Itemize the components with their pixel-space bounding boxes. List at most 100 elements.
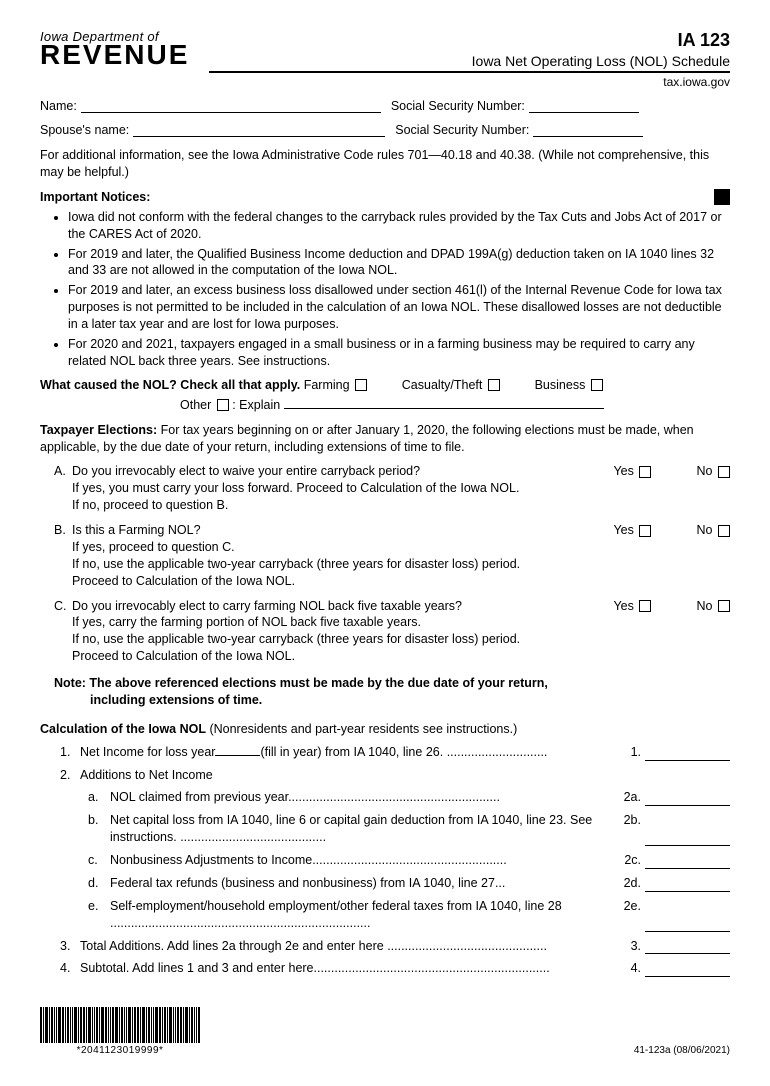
name-input[interactable] — [81, 112, 381, 113]
logo: Iowa Department of REVENUE — [40, 30, 189, 69]
qc-line3: Proceed to Calculation of the Iowa NOL. — [54, 648, 730, 665]
cause-row: What caused the NOL? Check all that appl… — [40, 378, 730, 392]
farming-checkbox[interactable] — [355, 379, 367, 391]
calc-1-input[interactable] — [645, 744, 730, 761]
qb-yes-checkbox[interactable] — [639, 525, 651, 537]
form-reference: 41-123a (08/06/2021) — [634, 1045, 730, 1056]
cause-casualty-label: Casualty/Theft — [402, 378, 483, 392]
explain-input[interactable] — [284, 408, 604, 409]
calc-2a-input[interactable] — [645, 789, 730, 806]
notice-item: Iowa did not conform with the federal ch… — [68, 209, 730, 243]
calc-4-input[interactable] — [645, 960, 730, 977]
calc-2d-label: 2d. — [620, 875, 641, 892]
calc-line-2a: a. NOL claimed from previous year.......… — [40, 789, 730, 806]
spouse-field: Spouse's name: — [40, 123, 385, 137]
qa-line2: If no, proceed to question B. — [54, 497, 730, 514]
qa-yes-checkbox[interactable] — [639, 466, 651, 478]
qc-text: Do you irrevocably elect to carry farmin… — [72, 598, 613, 615]
ssn-label: Social Security Number: — [391, 99, 525, 113]
question-b: B. Is this a Farming NOL? Yes No If yes,… — [40, 522, 730, 590]
calc-line-2b: b. Net capital loss from IA 1040, line 6… — [40, 812, 730, 846]
calc-2c-input[interactable] — [645, 852, 730, 869]
form-code: IA 123 — [209, 30, 730, 51]
calc-2b-input[interactable] — [645, 812, 730, 846]
calc-1-post: (fill in year) from IA 1040, line 26. — [260, 745, 443, 759]
ssn-field: Social Security Number: — [391, 99, 639, 113]
spouse-ssn-field: Social Security Number: — [395, 123, 643, 137]
calc-line-2d: d. Federal tax refunds (business and non… — [40, 875, 730, 892]
calc-2b-label: 2b. — [620, 812, 641, 846]
qc-yes-checkbox[interactable] — [639, 600, 651, 612]
calc-line-4: 4. Subtotal. Add lines 1 and 3 and enter… — [40, 960, 730, 977]
calc-2d-letter: d. — [88, 875, 110, 892]
calc-heading: Calculation of the Iowa NOL (Nonresident… — [40, 721, 730, 738]
calc-4-num: 4. — [60, 960, 80, 977]
notices-header: Important Notices: — [40, 189, 730, 205]
name-row: Name: Social Security Number: — [40, 99, 730, 113]
calc-2c-letter: c. — [88, 852, 110, 869]
no-label: No — [697, 523, 713, 537]
calc-1-pre: Net Income for loss year — [80, 745, 215, 759]
calc-2b-letter: b. — [88, 812, 110, 846]
qa-text: Do you irrevocably elect to waive your e… — [72, 463, 613, 480]
calc-2a-text: NOL claimed from previous year — [110, 790, 288, 804]
casualty-checkbox[interactable] — [488, 379, 500, 391]
name-field: Name: — [40, 99, 381, 113]
calc-2-text: Additions to Net Income — [80, 767, 730, 784]
spouse-ssn-input[interactable] — [533, 136, 643, 137]
cause-prompt: What caused the NOL? Check all that appl… — [40, 378, 300, 392]
qa-no-checkbox[interactable] — [718, 466, 730, 478]
calc-line-2e: e. Self-employment/household employment/… — [40, 898, 730, 932]
year-input[interactable] — [215, 755, 260, 756]
calc-2d-input[interactable] — [645, 875, 730, 892]
calc-2c-text: Nonbusiness Adjustments to Income — [110, 853, 312, 867]
ssn-input[interactable] — [529, 112, 639, 113]
cause-other-label: Other — [180, 398, 211, 412]
cause-farming-label: Farming — [304, 378, 350, 392]
notices-heading: Important Notices: — [40, 190, 150, 204]
calc-line-1: 1. Net Income for loss year (fill in year… — [40, 744, 730, 761]
calc-2e-input[interactable] — [645, 898, 730, 932]
barcode: *2041123019999* — [40, 1007, 200, 1056]
name-label: Name: — [40, 99, 77, 113]
calc-3-input[interactable] — [645, 938, 730, 955]
qb-line1: If yes, proceed to question C. — [54, 539, 730, 556]
no-label: No — [697, 599, 713, 613]
calc-2e-letter: e. — [88, 898, 110, 932]
calc-2a-label: 2a. — [620, 789, 641, 806]
calc-1-label: 1. — [627, 744, 641, 761]
calc-2d-text: Federal tax refunds (business and nonbus… — [110, 876, 495, 890]
logo-revenue-text: REVENUE — [40, 41, 189, 69]
calc-1-num: 1. — [60, 744, 80, 761]
footer: *2041123019999* 41-123a (08/06/2021) — [40, 1007, 730, 1056]
qc-line2: If no, use the applicable two-year carry… — [54, 631, 730, 648]
calc-2c-label: 2c. — [620, 852, 641, 869]
qb-line2: If no, use the applicable two-year carry… — [54, 556, 730, 573]
calc-line-3: 3. Total Additions. Add lines 2a through… — [40, 938, 730, 955]
yes-label: Yes — [613, 523, 633, 537]
business-checkbox[interactable] — [591, 379, 603, 391]
form-title: Iowa Net Operating Loss (NOL) Schedule — [209, 53, 730, 73]
spouse-ssn-label: Social Security Number: — [395, 123, 529, 137]
qb-text: Is this a Farming NOL? — [72, 522, 613, 539]
barcode-text: *2041123019999* — [77, 1045, 164, 1056]
calc-heading-bold: Calculation of the Iowa NOL — [40, 722, 206, 736]
qb-no-checkbox[interactable] — [718, 525, 730, 537]
calc-2e-text: Self-employment/household employment/oth… — [110, 899, 562, 913]
question-a: A. Do you irrevocably elect to waive you… — [40, 463, 730, 514]
qc-no-checkbox[interactable] — [718, 600, 730, 612]
qb-letter: B. — [54, 522, 72, 539]
spouse-input[interactable] — [133, 136, 385, 137]
spouse-row: Spouse's name: Social Security Number: — [40, 123, 730, 137]
other-checkbox[interactable] — [217, 399, 229, 411]
note-line2: including extensions of time. — [54, 692, 730, 709]
explain-label: : Explain — [232, 398, 280, 412]
form-header: Iowa Department of REVENUE IA 123 Iowa N… — [40, 30, 730, 89]
barcode-bars — [40, 1007, 200, 1043]
note-block: Note: The above referenced elections mus… — [40, 675, 730, 709]
info-paragraph: For additional information, see the Iowa… — [40, 147, 730, 181]
black-box-icon — [714, 189, 730, 205]
notices-list: Iowa did not conform with the federal ch… — [40, 209, 730, 370]
qb-line3: Proceed to Calculation of the Iowa NOL. — [54, 573, 730, 590]
notice-item: For 2019 and later, an excess business l… — [68, 282, 730, 333]
